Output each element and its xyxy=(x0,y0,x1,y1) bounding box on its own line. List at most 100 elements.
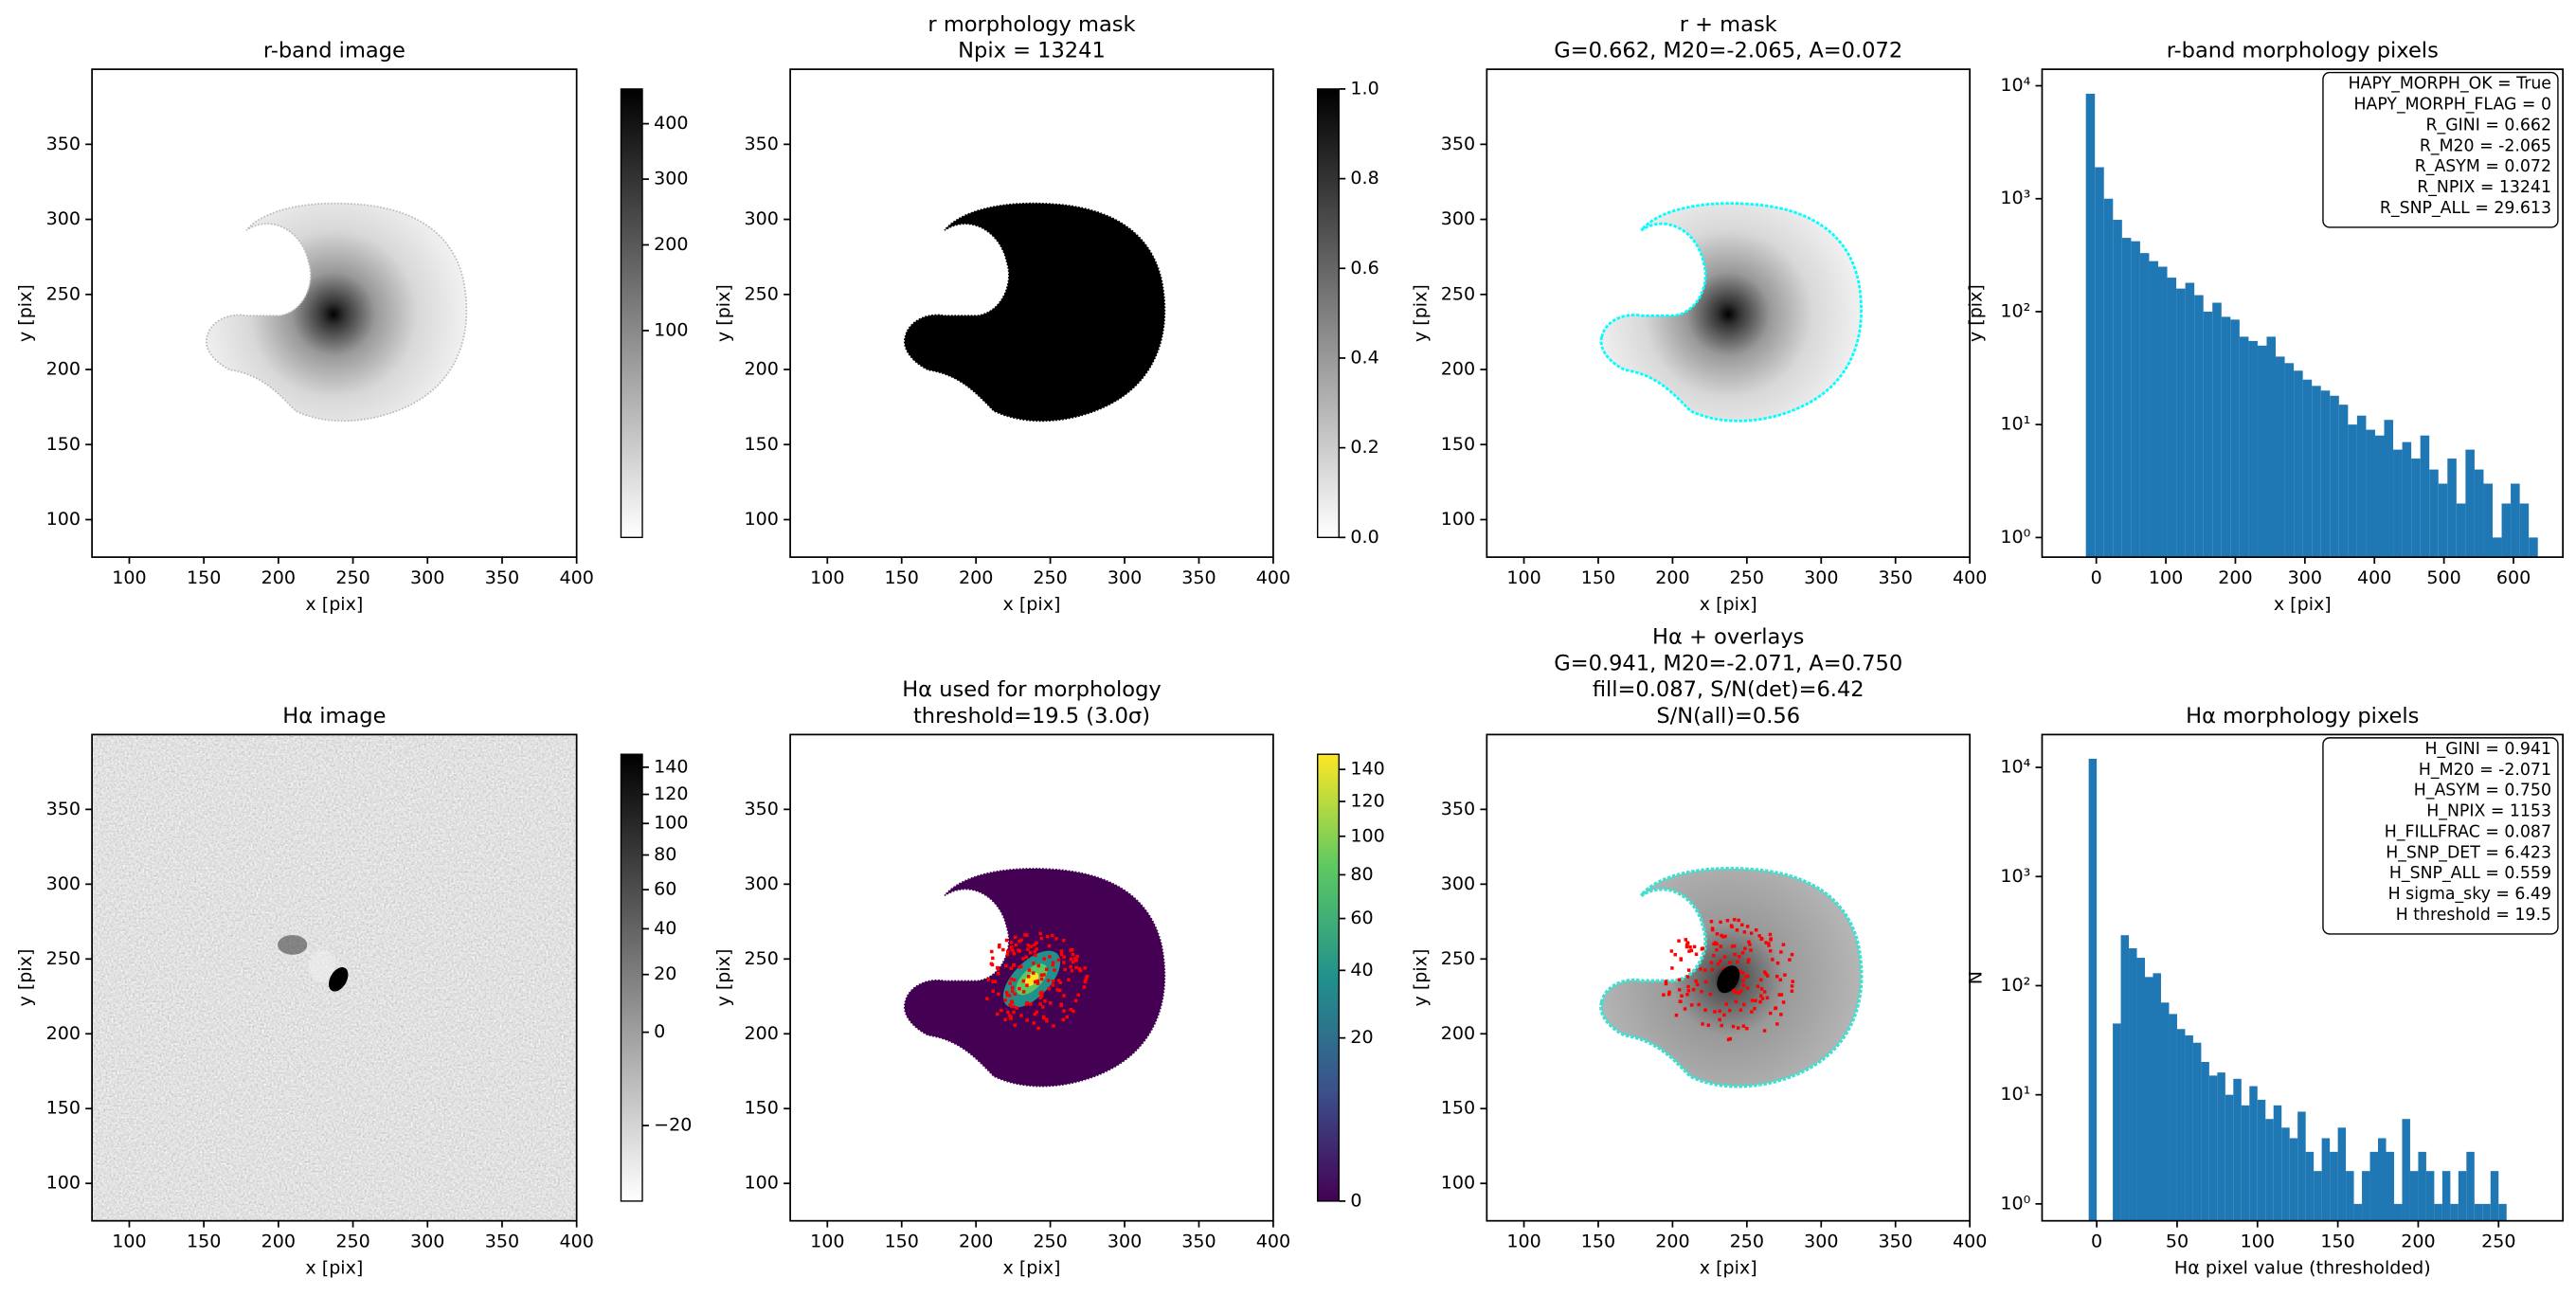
bar xyxy=(2239,336,2249,558)
x-tick-label: 100 xyxy=(810,1232,844,1252)
annotation-line: H_NPIX = 1153 xyxy=(2426,802,2551,821)
y-tick-label: 300 xyxy=(745,873,779,894)
y-tick-label: 300 xyxy=(46,208,81,229)
axes-frame xyxy=(1486,733,1972,1222)
overlay-pixel xyxy=(1021,979,1026,983)
x-tick-label: 200 xyxy=(959,567,993,588)
overlay-pixel xyxy=(1731,988,1736,992)
bar xyxy=(2529,537,2538,558)
overlay-pixel xyxy=(1004,963,1008,968)
overlay-pixel xyxy=(1679,958,1684,962)
overlay-pixel xyxy=(1728,1036,1733,1041)
overlay-pixel xyxy=(1003,1017,1007,1022)
overlay-pixel xyxy=(1032,962,1036,965)
colorbar-tick-label: 120 xyxy=(1350,791,1384,812)
overlay-pixel xyxy=(1677,978,1682,982)
overlay-pixel xyxy=(1024,955,1029,960)
overlay-pixel xyxy=(1069,948,1072,952)
overlay-pixel xyxy=(1721,935,1725,939)
x-tick-label: 0 xyxy=(2091,567,2102,588)
x-tick-label: 350 xyxy=(1181,567,1216,588)
overlay-pixel xyxy=(1769,1011,1773,1016)
overlay-pixel xyxy=(1004,938,1009,943)
x-tick-label: 400 xyxy=(1953,1232,1987,1252)
bar xyxy=(2320,390,2331,558)
overlay-pixel xyxy=(1757,934,1761,938)
overlay-pixel xyxy=(1767,942,1771,945)
bar xyxy=(2458,1171,2467,1221)
image-halpha-used xyxy=(903,868,1166,1088)
overlay-pixel xyxy=(1035,947,1038,951)
bar xyxy=(2330,395,2339,558)
overlay-pixel xyxy=(1041,1005,1045,1009)
x-tick-label: 300 xyxy=(1804,1232,1838,1252)
overlay-pixel xyxy=(1069,957,1073,962)
overlay-pixel xyxy=(1028,950,1033,955)
panel-title: Hα image xyxy=(282,704,386,728)
overlay-pixel xyxy=(1746,960,1750,964)
bar xyxy=(2420,435,2430,558)
overlay-pixel xyxy=(1010,985,1015,990)
overlay-pixel xyxy=(1691,987,1696,992)
panel-title: Hα used for morphology xyxy=(902,677,1162,702)
overlay-pixel xyxy=(1736,1026,1740,1030)
overlay-pixel xyxy=(1059,952,1064,957)
colorbar-tick-label: 0.4 xyxy=(1350,347,1378,368)
overlay-pixel xyxy=(1664,980,1668,983)
blob xyxy=(278,934,308,955)
overlay-pixel xyxy=(1067,978,1071,981)
overlay-pixel xyxy=(1741,979,1745,982)
overlay-pixel xyxy=(1764,972,1768,976)
overlay-pixel xyxy=(993,980,998,983)
x-tick-label: 350 xyxy=(1181,1232,1216,1252)
overlay-pixel xyxy=(1719,920,1722,925)
bar xyxy=(2366,429,2375,558)
overlay-pixel xyxy=(1765,974,1770,978)
overlay-pixel xyxy=(1756,984,1760,988)
bar xyxy=(2330,1151,2338,1221)
overlay-pixel xyxy=(1706,1023,1710,1027)
overlay-pixel xyxy=(1732,944,1737,948)
overlay-pixel xyxy=(1042,957,1046,961)
overlay-pixel xyxy=(1679,999,1683,1003)
overlay-pixel xyxy=(1729,924,1734,927)
bar xyxy=(2192,1042,2202,1221)
x-tick-label: 250 xyxy=(2481,1232,2515,1252)
overlay-pixel xyxy=(1000,1008,1003,1013)
x-tick-label: 400 xyxy=(559,1232,593,1252)
y-tick-label: 150 xyxy=(46,434,81,455)
overlay-pixel xyxy=(1029,1002,1033,1006)
bar xyxy=(2314,1171,2322,1221)
galaxy xyxy=(205,202,468,423)
overlay-pixel xyxy=(1762,1029,1767,1033)
overlay-pixel xyxy=(1036,963,1040,968)
panel-title: Hα morphology pixels xyxy=(2186,704,2419,728)
overlay-pixel xyxy=(1032,1021,1036,1025)
overlay-pixel xyxy=(1035,941,1038,945)
overlay-pixel xyxy=(1759,987,1764,991)
colorbar-tick-label: 100 xyxy=(654,813,688,834)
bar xyxy=(2386,1151,2394,1221)
overlay-pixel xyxy=(1742,930,1747,934)
overlay-pixel xyxy=(1047,944,1052,948)
bar xyxy=(2169,1014,2177,1221)
overlay-pixel xyxy=(1033,949,1036,953)
panel-title: S/N(all)=0.56 xyxy=(1656,704,1800,728)
overlay-pixel xyxy=(996,972,1000,976)
overlay-pixel xyxy=(1051,983,1054,987)
overlay-pixel xyxy=(1750,998,1755,1002)
overlay-pixel xyxy=(1051,962,1054,967)
overlay-pixel xyxy=(1762,970,1767,974)
colorbar-tick-label: 100 xyxy=(1350,825,1384,846)
overlay-pixel xyxy=(1667,990,1671,995)
overlay-pixel xyxy=(1043,998,1047,1003)
mask-contour xyxy=(1599,202,1863,423)
bar xyxy=(2217,1072,2225,1221)
core xyxy=(1717,965,1740,994)
overlay-pixel xyxy=(1783,973,1787,977)
bar xyxy=(2409,1171,2419,1221)
overlay-pixel xyxy=(1753,1006,1756,1011)
x-tick-label: 250 xyxy=(1033,567,1067,588)
overlay-pixel xyxy=(1694,979,1698,983)
